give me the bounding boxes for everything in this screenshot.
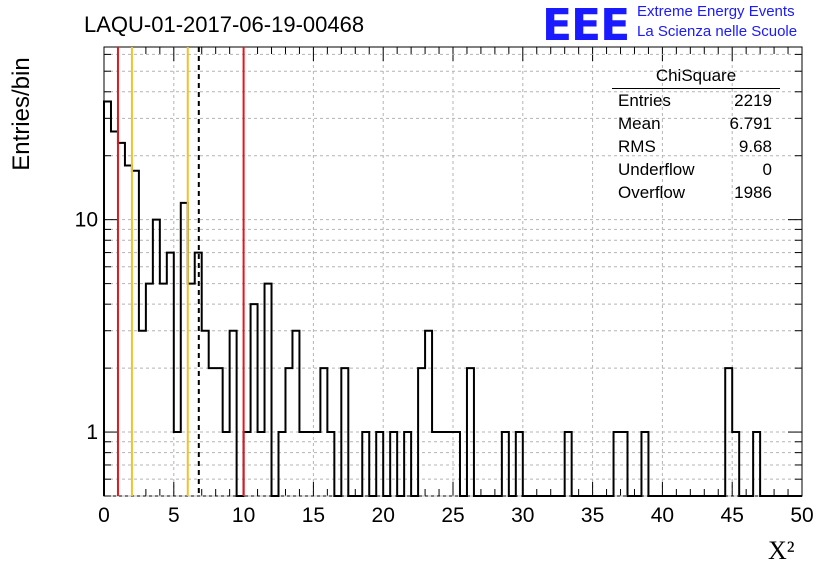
histogram-bin (313, 432, 320, 496)
histogram-bin (244, 432, 251, 496)
histogram-bin (439, 432, 446, 496)
x-tick-label: 25 (441, 504, 464, 527)
x-tick-label: 50 (790, 504, 813, 527)
histogram-bin (565, 432, 572, 496)
histogram-bin (390, 432, 397, 496)
stats-value: 0 (762, 160, 772, 179)
logo-line-2: La Scienza nelle Scuole (637, 23, 798, 40)
logo-line-1: Extreme Energy Events (637, 3, 795, 20)
histogram-bin (425, 331, 432, 496)
histogram-bin (502, 432, 509, 496)
stats-row-underflow: Underflow 0 (612, 158, 780, 181)
x-axis-label: X² (768, 536, 795, 565)
histogram-bin (132, 171, 139, 496)
histogram-bin (230, 331, 237, 496)
histogram-bin (174, 432, 181, 496)
stats-value: 6.791 (729, 114, 772, 133)
histogram-bin (446, 432, 453, 496)
stats-value: 2219 (734, 91, 772, 110)
stats-label: Overflow (618, 183, 686, 202)
histogram-bin (251, 304, 258, 496)
histogram-bin (146, 284, 153, 496)
histogram-bin (753, 432, 760, 496)
histogram-bin (279, 432, 286, 496)
histogram-bin (188, 284, 195, 496)
histogram-bin (223, 432, 230, 496)
histogram-bin (516, 432, 523, 496)
stats-value: 1986 (734, 183, 772, 202)
histogram-bin (160, 284, 167, 496)
histogram-bin (453, 432, 460, 496)
histogram-bin (125, 165, 132, 496)
histogram-bin (285, 368, 292, 496)
histogram-bin (167, 253, 174, 496)
histogram-bin (376, 432, 383, 496)
histogram-bin (299, 432, 306, 496)
stats-row-entries: Entries 2219 (612, 89, 780, 112)
x-tick-label: 5 (168, 504, 180, 527)
histogram-bin (621, 432, 628, 496)
histogram-bin (732, 432, 739, 496)
stats-row-overflow: Overflow 1986 (612, 181, 780, 204)
histogram-bin (362, 432, 369, 496)
histogram-bin (181, 203, 188, 496)
histogram-bin (725, 368, 732, 496)
stats-label: Mean (618, 114, 661, 133)
histogram-outline (103, 100, 802, 497)
x-tick-label: 40 (651, 504, 674, 527)
stats-row-rms: RMS 9.68 (612, 135, 780, 158)
stats-label: Underflow (618, 160, 695, 179)
histogram-bin (341, 368, 348, 496)
y-tick-label: 1 (86, 421, 98, 444)
x-tick-label: 10 (232, 504, 255, 527)
x-tick-label: 35 (581, 504, 604, 527)
histogram-bin (641, 432, 648, 496)
histogram-bin (216, 368, 223, 496)
stats-label: RMS (618, 137, 656, 156)
plot-title: LAQU-01-2017-06-19-00468 (84, 12, 365, 37)
y-axis-label: Entries/bin (8, 57, 35, 171)
histogram-bin (306, 432, 313, 496)
eee-logo: EEE (542, 0, 630, 51)
stats-value: 9.68 (738, 137, 772, 156)
histogram-bin (209, 368, 216, 496)
histogram-bin (614, 432, 621, 496)
x-tick-label: 0 (98, 504, 110, 527)
histogram-bin (104, 102, 111, 496)
histogram-bin (258, 432, 265, 496)
histogram-bin (139, 331, 146, 496)
x-tick-label: 15 (302, 504, 325, 527)
histogram-bin (432, 432, 439, 496)
histogram-bin (292, 331, 299, 496)
y-tick-label: 10 (75, 209, 98, 232)
histogram-bin (418, 368, 425, 496)
histogram-bin (327, 432, 334, 496)
x-tick-label: 20 (372, 504, 395, 527)
histogram-bin (111, 132, 118, 496)
histogram-bin (320, 368, 327, 496)
histogram-bin (265, 284, 272, 496)
histogram-bin (467, 368, 474, 496)
histogram-bin (404, 432, 411, 496)
histogram-bin (202, 331, 209, 496)
stats-row-mean: Mean 6.791 (612, 112, 780, 135)
stats-label: Entries (618, 91, 671, 110)
histogram-bin (153, 220, 160, 496)
histogram-bin (118, 143, 125, 496)
stats-box: ChiSquare Entries 2219 Mean 6.791 RMS 9.… (612, 66, 780, 204)
stats-title: ChiSquare (612, 66, 780, 89)
x-tick-label: 45 (721, 504, 744, 527)
x-tick-label: 30 (511, 504, 534, 527)
